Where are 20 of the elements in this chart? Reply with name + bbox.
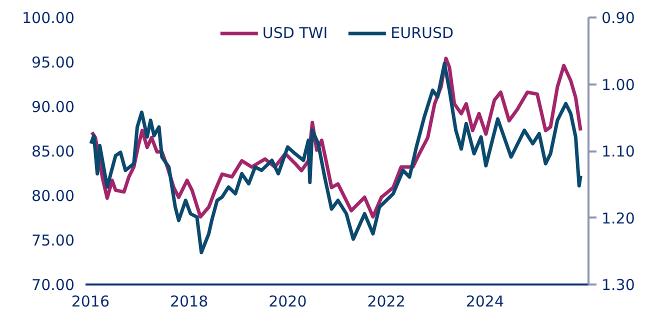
y2-tick-label: 1.00 [602, 76, 635, 94]
x-tick-label: 2024 [466, 292, 504, 310]
y-tick-label: 80.00 [32, 187, 75, 205]
y-tick-label: 90.00 [32, 98, 75, 116]
x-tick-label: 2022 [367, 292, 406, 310]
x-tick-label: 2020 [268, 292, 307, 310]
y2-tick-label: 1.20 [602, 209, 635, 228]
y2-tick-label: 1.10 [602, 142, 635, 160]
y-tick-label: 70.00 [32, 276, 75, 294]
y-tick-label: 95.00 [32, 54, 75, 72]
legend-label: EURUSD [390, 24, 454, 42]
x-tick-label: 2016 [71, 292, 110, 310]
y2-tick-label: 0.90 [602, 9, 635, 27]
legend-label: USD TWI [262, 24, 328, 42]
y-tick-label: 85.00 [32, 142, 75, 160]
y2-tick-label: 1.30 [602, 276, 635, 294]
y-tick-label: 75.00 [32, 232, 75, 250]
x-tick-label: 2018 [170, 292, 208, 310]
line-series [89, 62, 582, 254]
y-tick-label: 100.00 [22, 9, 75, 27]
